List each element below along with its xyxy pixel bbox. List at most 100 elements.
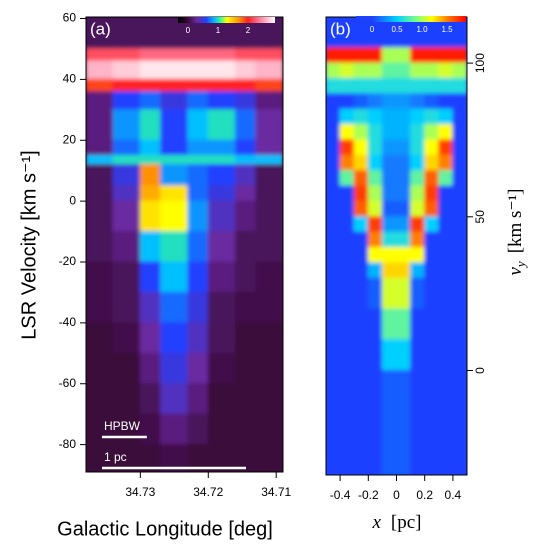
heatmap-cell bbox=[208, 79, 236, 92]
heatmap-cell bbox=[340, 78, 355, 94]
heatmap-cell bbox=[140, 353, 161, 384]
heatmap-cell bbox=[86, 109, 114, 140]
heatmap-cell bbox=[424, 232, 439, 248]
heatmap-cell bbox=[208, 262, 236, 293]
heatmap-cell bbox=[208, 91, 236, 110]
heatmap-cell bbox=[452, 186, 467, 202]
heatmap-cell bbox=[354, 247, 369, 263]
heatmap-cell bbox=[452, 155, 467, 171]
heatmap-cell bbox=[382, 139, 397, 155]
scale-bar-label: HPBW bbox=[104, 419, 141, 433]
heatmap-cell bbox=[438, 63, 453, 79]
heatmap-cell bbox=[160, 262, 188, 293]
heatmap-cell bbox=[255, 164, 283, 186]
heatmap-cell bbox=[354, 78, 369, 94]
heatmap-cell bbox=[340, 232, 355, 248]
heatmap-cell bbox=[396, 370, 411, 476]
heatmap-cell bbox=[396, 63, 411, 79]
heatmap bbox=[326, 17, 468, 476]
heatmap-cell bbox=[424, 186, 439, 202]
heatmap-cell bbox=[396, 232, 411, 248]
heatmap-cell bbox=[340, 186, 355, 202]
heatmap-cell bbox=[438, 262, 453, 278]
heatmap-cell bbox=[86, 155, 114, 165]
heatmap-cell bbox=[208, 164, 236, 186]
heatmap-cell bbox=[187, 383, 208, 414]
heatmap-cell bbox=[326, 139, 341, 155]
heatmap-cell bbox=[396, 216, 411, 232]
heatmap-cell bbox=[208, 231, 236, 262]
heatmap-cell bbox=[340, 155, 355, 171]
heatmap-cell bbox=[113, 383, 141, 414]
heatmap-cell bbox=[326, 370, 341, 476]
heatmap-cell bbox=[160, 140, 188, 156]
heatmap-cell bbox=[410, 155, 425, 171]
heatmap-cell bbox=[255, 262, 283, 293]
heatmap-cell bbox=[140, 292, 161, 323]
heatmap-cell bbox=[340, 124, 355, 140]
heatmap-cell bbox=[140, 383, 161, 414]
heatmap-cell bbox=[235, 164, 256, 186]
heatmap-cell bbox=[160, 48, 188, 61]
heatmap-cell bbox=[452, 78, 467, 94]
heatmap-cell bbox=[410, 47, 425, 63]
heatmap-cell bbox=[255, 79, 283, 92]
heatmap-cell bbox=[140, 155, 161, 165]
heatmap-cell bbox=[396, 262, 411, 278]
heatmap-cell bbox=[354, 155, 369, 171]
heatmap-cell bbox=[354, 109, 369, 125]
y-tick-label: 100 bbox=[473, 53, 487, 73]
heatmap-cell bbox=[187, 48, 208, 61]
heatmap-cell bbox=[160, 164, 188, 186]
heatmap-cell bbox=[160, 322, 188, 353]
y-tick-label: 40 bbox=[63, 72, 77, 86]
x-axis-label: Galactic Longitude [deg] bbox=[57, 518, 273, 540]
heatmap-cell bbox=[340, 139, 355, 155]
heatmap-cell bbox=[140, 231, 161, 262]
heatmap-cell bbox=[255, 322, 283, 353]
heatmap-cell bbox=[452, 247, 467, 263]
heatmap-cell bbox=[438, 232, 453, 248]
heatmap-cell bbox=[187, 292, 208, 323]
heatmap-cell bbox=[410, 186, 425, 202]
heatmap-cell bbox=[187, 61, 208, 80]
heatmap-cell bbox=[140, 164, 161, 186]
heatmap-cell bbox=[410, 63, 425, 79]
heatmap-cell bbox=[208, 292, 236, 323]
x-tick-label: 0.4 bbox=[445, 488, 462, 502]
y-tick-label: -40 bbox=[59, 315, 77, 329]
heatmap-cell bbox=[396, 278, 411, 310]
heatmap-cell bbox=[235, 414, 256, 445]
heatmap-cell bbox=[140, 414, 161, 445]
heatmap-cell bbox=[452, 370, 467, 476]
heatmap-cell bbox=[382, 78, 397, 94]
heatmap-cell bbox=[187, 353, 208, 384]
heatmap-cell bbox=[354, 339, 369, 371]
heatmap-cell bbox=[86, 231, 114, 262]
heatmap-cell bbox=[326, 309, 341, 341]
heatmap-cell bbox=[86, 48, 114, 61]
heatmap-cell bbox=[396, 78, 411, 94]
heatmap-cell bbox=[438, 247, 453, 263]
heatmap-cell bbox=[160, 292, 188, 323]
heatmap-cell bbox=[424, 155, 439, 171]
heatmap-cell bbox=[396, 155, 411, 171]
heatmap-cell bbox=[208, 48, 236, 61]
y-tick-label: 0 bbox=[69, 193, 76, 207]
heatmap-cell bbox=[113, 91, 141, 110]
colorbar-tick-label: 2 bbox=[246, 26, 251, 35]
heatmap-cell bbox=[113, 79, 141, 92]
heatmap-cell bbox=[396, 339, 411, 371]
heatmap-cell bbox=[452, 139, 467, 155]
heatmap-cell bbox=[368, 155, 383, 171]
heatmap-cell bbox=[368, 186, 383, 202]
heatmap-cell bbox=[368, 170, 383, 186]
heatmap-cell bbox=[255, 444, 283, 472]
heatmap-cell bbox=[354, 170, 369, 186]
heatmap-cell bbox=[326, 170, 341, 186]
heatmap-cell bbox=[368, 93, 383, 109]
heatmap-cell bbox=[160, 353, 188, 384]
heatmap-cell bbox=[86, 353, 114, 384]
heatmap-cell bbox=[113, 262, 141, 293]
heatmap-cell bbox=[382, 170, 397, 186]
